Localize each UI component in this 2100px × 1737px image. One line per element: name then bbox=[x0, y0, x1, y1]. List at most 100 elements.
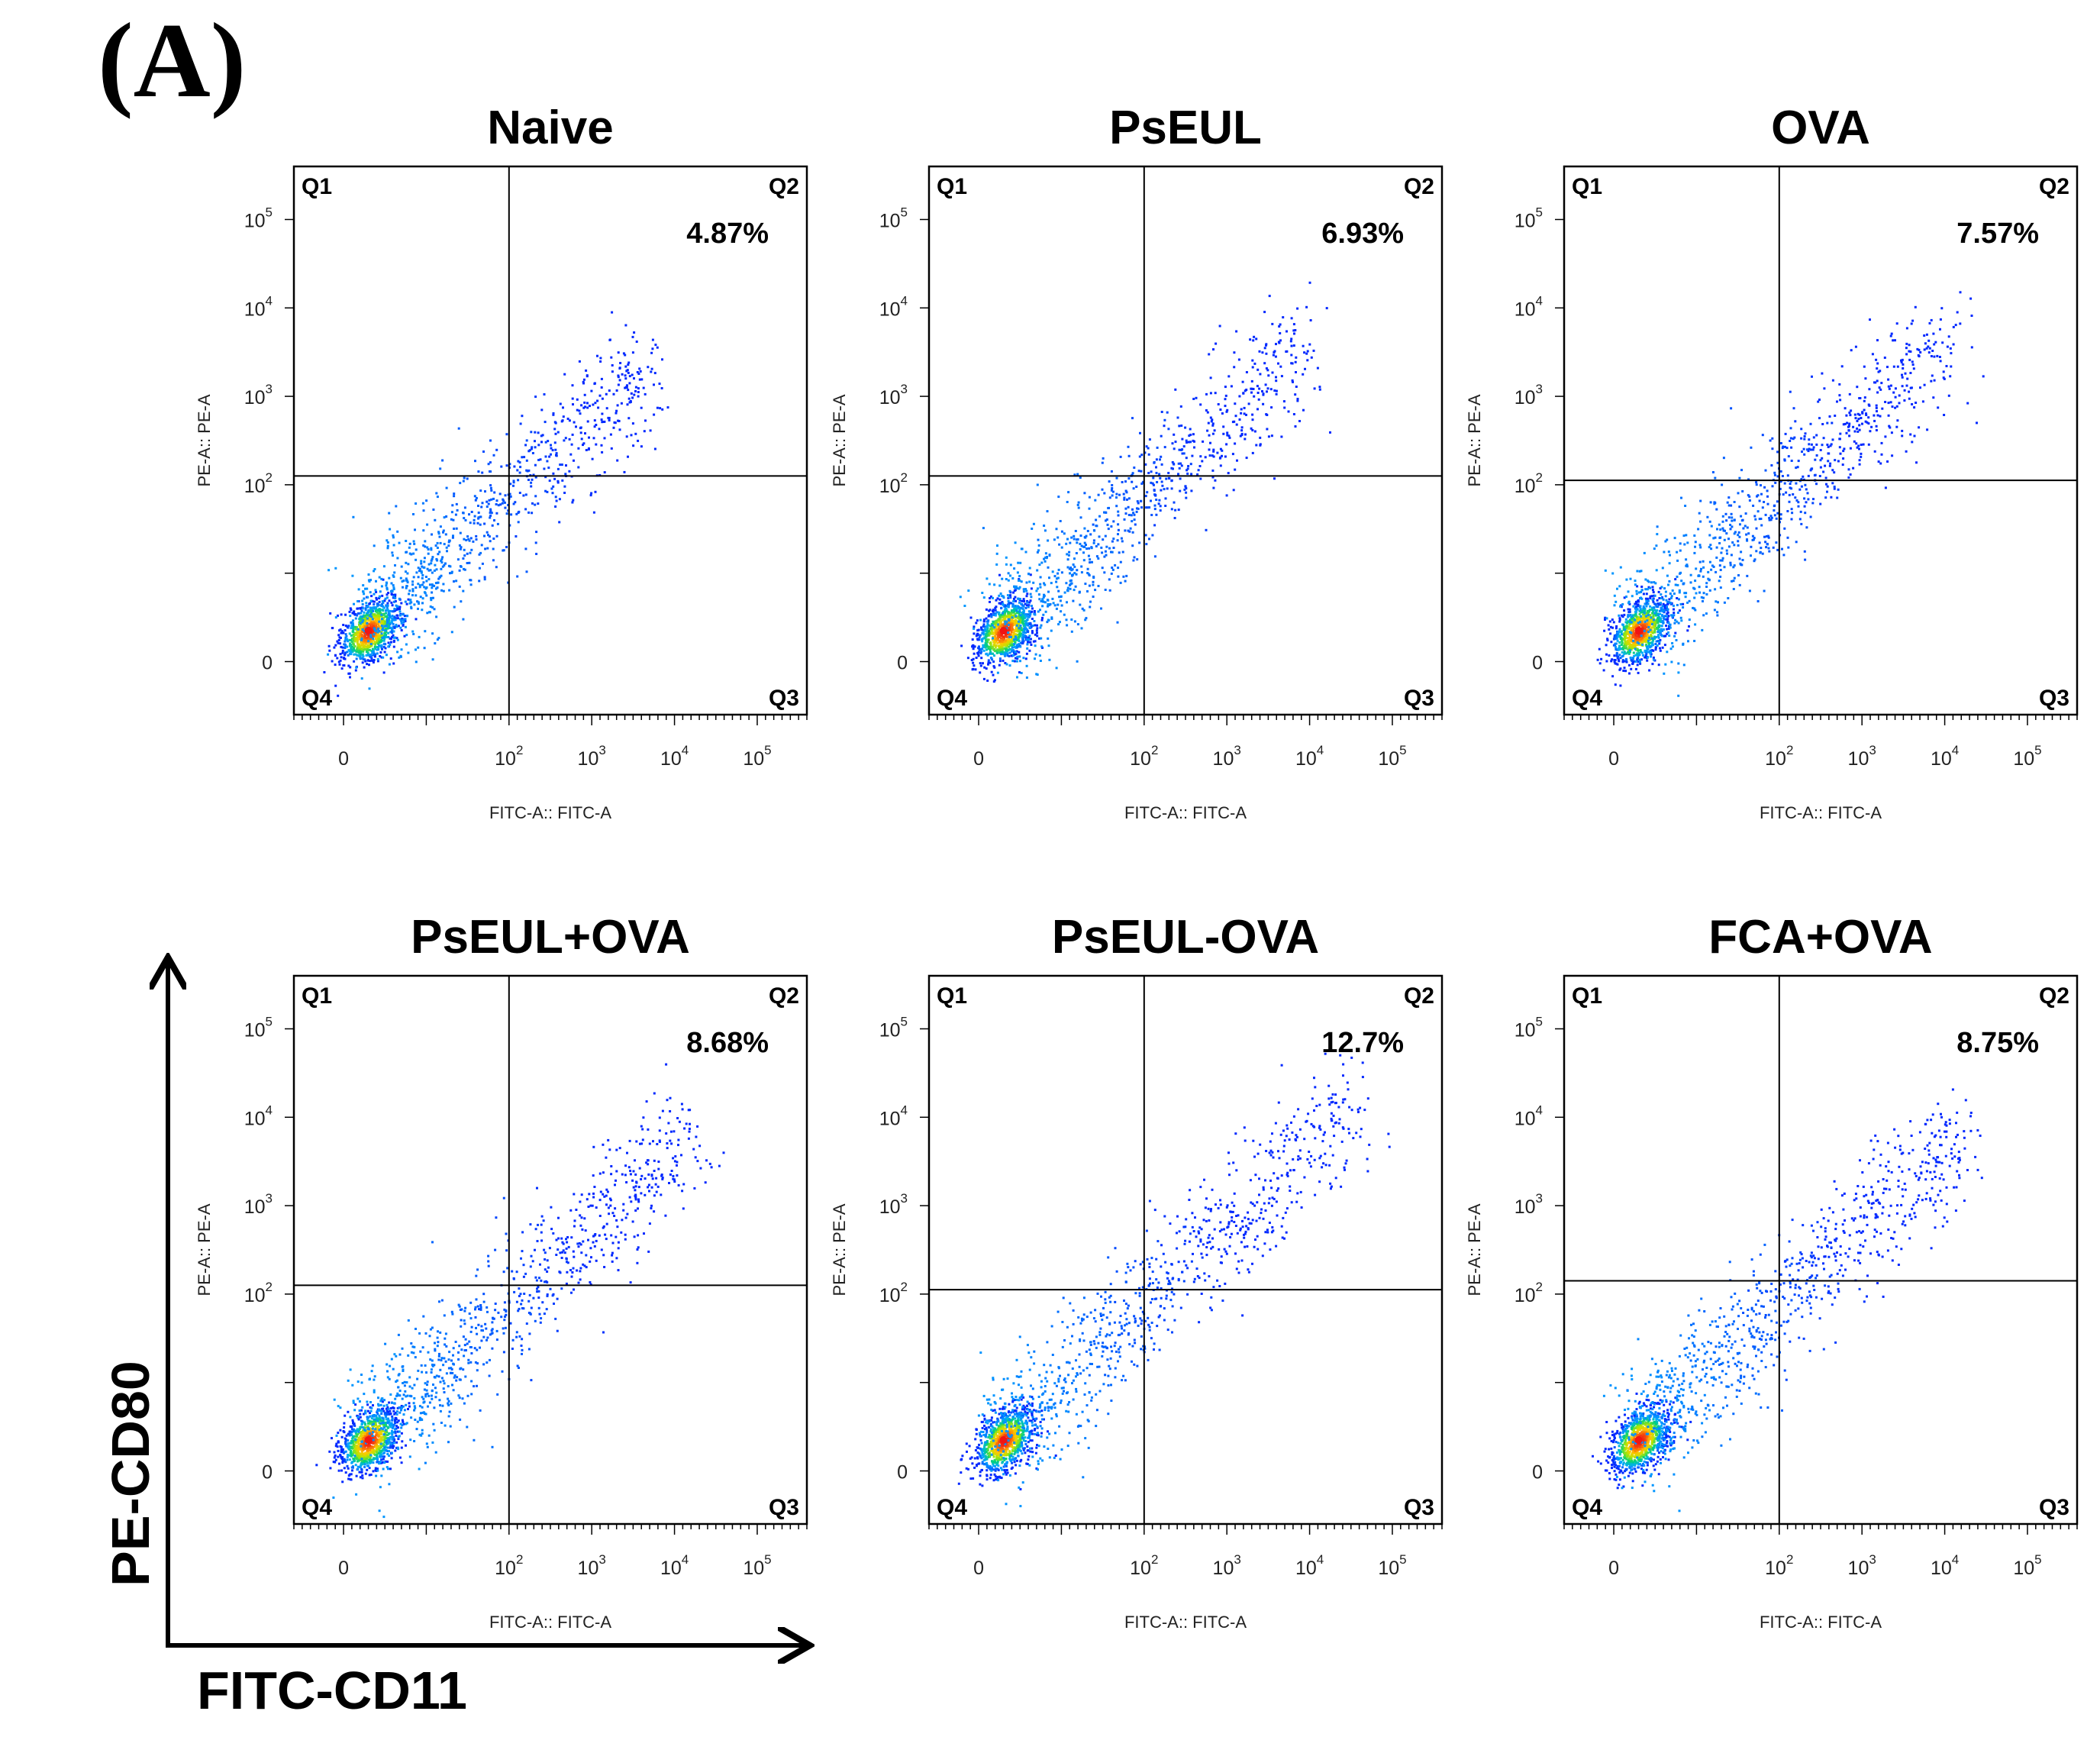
event-dot bbox=[1645, 650, 1648, 653]
event-dot bbox=[463, 567, 465, 570]
event-dot bbox=[431, 632, 434, 635]
event-dot bbox=[1244, 433, 1247, 436]
event-dot bbox=[434, 587, 437, 590]
event-dot bbox=[385, 622, 389, 625]
event-dot bbox=[1226, 434, 1229, 437]
event-dot bbox=[369, 635, 373, 638]
event-dot bbox=[1212, 486, 1215, 489]
event-dot bbox=[1666, 574, 1669, 577]
event-dot bbox=[1663, 587, 1666, 590]
event-dot bbox=[550, 487, 553, 490]
event-dot bbox=[1063, 591, 1066, 594]
event-dot bbox=[361, 615, 364, 618]
event-dot bbox=[375, 634, 378, 637]
event-dot bbox=[473, 521, 476, 525]
event-dot bbox=[1651, 643, 1653, 646]
event-dot bbox=[1011, 636, 1015, 638]
event-dot bbox=[1060, 571, 1063, 574]
event-dot bbox=[1719, 569, 1722, 571]
event-dot bbox=[1152, 476, 1155, 479]
event-dot bbox=[1627, 615, 1630, 618]
event-dot bbox=[1631, 629, 1634, 632]
event-dot bbox=[1018, 598, 1021, 600]
event-dot bbox=[1621, 655, 1624, 658]
event-dot bbox=[1021, 615, 1024, 618]
event-dot bbox=[1178, 448, 1181, 451]
event-dot bbox=[1622, 648, 1625, 651]
event-dot bbox=[553, 441, 556, 444]
event-dot bbox=[483, 534, 485, 538]
event-dot bbox=[995, 638, 998, 641]
event-dot bbox=[973, 664, 976, 667]
event-dot bbox=[378, 617, 380, 620]
event-dot bbox=[1036, 569, 1039, 572]
event-dot bbox=[1086, 530, 1089, 532]
event-dot bbox=[516, 575, 519, 578]
event-dot bbox=[1029, 573, 1032, 576]
event-dot bbox=[1019, 619, 1021, 622]
event-dot bbox=[434, 518, 437, 521]
event-dot bbox=[418, 570, 421, 573]
event-dot bbox=[994, 621, 997, 624]
event-dot bbox=[374, 643, 377, 646]
event-dot bbox=[1611, 618, 1614, 622]
event-dot bbox=[1252, 339, 1255, 342]
event-dot bbox=[1018, 609, 1021, 612]
event-dot bbox=[1923, 348, 1926, 351]
event-dot bbox=[416, 600, 419, 603]
event-dot bbox=[1804, 483, 1807, 486]
event-dot bbox=[1666, 602, 1669, 605]
event-dot bbox=[582, 382, 585, 385]
event-dot bbox=[1662, 621, 1665, 624]
event-dot bbox=[381, 600, 384, 603]
event-dot bbox=[1701, 628, 1704, 631]
event-dot bbox=[1634, 601, 1637, 603]
event-dot bbox=[1011, 640, 1014, 643]
event-dot bbox=[627, 363, 630, 366]
event-dot bbox=[1250, 379, 1253, 383]
event-dot bbox=[344, 625, 347, 627]
event-dot bbox=[1008, 645, 1010, 648]
event-dot bbox=[437, 577, 440, 580]
event-dot bbox=[1625, 630, 1628, 633]
event-dot bbox=[1182, 452, 1185, 455]
event-dot bbox=[371, 639, 374, 642]
event-dot bbox=[1739, 523, 1741, 526]
event-dot bbox=[985, 667, 988, 670]
event-dot bbox=[1620, 644, 1623, 646]
event-dot bbox=[610, 447, 613, 450]
event-dot bbox=[1039, 583, 1042, 586]
event-dot bbox=[1214, 479, 1217, 482]
event-dot bbox=[986, 641, 989, 643]
event-dot bbox=[998, 631, 1002, 634]
event-dot bbox=[373, 592, 376, 596]
event-dot bbox=[382, 671, 385, 674]
event-dot bbox=[1683, 592, 1686, 595]
y-tick-label: 0 bbox=[262, 653, 273, 674]
event-dot bbox=[1261, 390, 1263, 392]
event-dot bbox=[1103, 492, 1106, 495]
event-dot bbox=[649, 429, 652, 432]
event-dot bbox=[1598, 647, 1601, 651]
event-dot bbox=[521, 415, 524, 418]
event-dot bbox=[1006, 594, 1009, 597]
event-dot bbox=[570, 443, 573, 446]
event-dot bbox=[424, 630, 427, 633]
event-dot bbox=[431, 658, 434, 661]
event-dot bbox=[347, 654, 350, 657]
event-dot bbox=[427, 548, 430, 550]
event-dot bbox=[624, 354, 627, 357]
event-dot bbox=[1116, 539, 1119, 542]
event-dot bbox=[402, 621, 405, 624]
event-dot bbox=[1026, 643, 1029, 646]
event-dot bbox=[442, 583, 445, 586]
event-dot bbox=[1658, 642, 1661, 645]
event-dot bbox=[1013, 614, 1016, 617]
event-dot bbox=[978, 636, 981, 639]
event-dot bbox=[986, 654, 989, 657]
event-dot bbox=[994, 606, 997, 609]
event-dot bbox=[525, 439, 528, 442]
event-dot bbox=[986, 628, 989, 631]
event-dot bbox=[1668, 598, 1671, 601]
event-dot bbox=[1193, 446, 1195, 449]
